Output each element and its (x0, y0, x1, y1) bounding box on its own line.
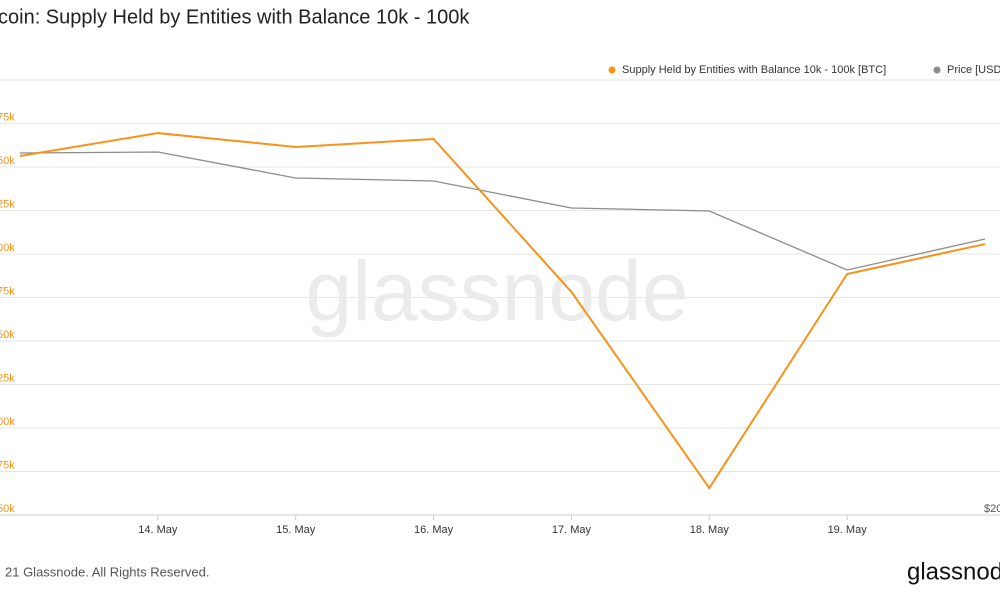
y-tick-label: 50k (0, 155, 15, 167)
logo: glassnode (907, 558, 1000, 585)
legend-label: Price [USD (947, 64, 1000, 76)
series-line (19, 151, 986, 271)
y-tick-label: 50k (0, 329, 15, 341)
x-tick-label: 19. May (828, 524, 868, 536)
x-tick-label: 16. May (414, 524, 454, 536)
y-tick-label: 00k (0, 416, 15, 428)
series-line (19, 132, 986, 490)
chart-title: coin: Supply Held by Entities with Balan… (0, 6, 470, 28)
y2-tick-label: $20 (984, 503, 1000, 515)
x-tick-label: 15. May (276, 524, 316, 536)
y-tick-label: 25k (0, 198, 15, 210)
y-tick-label: 75k (0, 285, 15, 297)
footer: 21 Glassnode. All Rights Reserved. (5, 564, 210, 579)
x-tick-label: 18. May (690, 524, 730, 536)
legend-marker (608, 66, 616, 74)
y-tick-label: 75k (0, 111, 15, 123)
y-tick-label: 75k (0, 459, 15, 471)
legend-label: Supply Held by Entities with Balance 10k… (622, 64, 886, 76)
y-tick-label: 50k (0, 503, 15, 515)
y-tick-label: 25k (0, 372, 15, 384)
x-tick-label: 14. May (138, 524, 178, 536)
watermark: glassnode (306, 244, 689, 338)
x-tick-label: 17. May (552, 524, 592, 536)
y-tick-label: 00k (0, 242, 15, 254)
legend-marker (933, 66, 941, 74)
